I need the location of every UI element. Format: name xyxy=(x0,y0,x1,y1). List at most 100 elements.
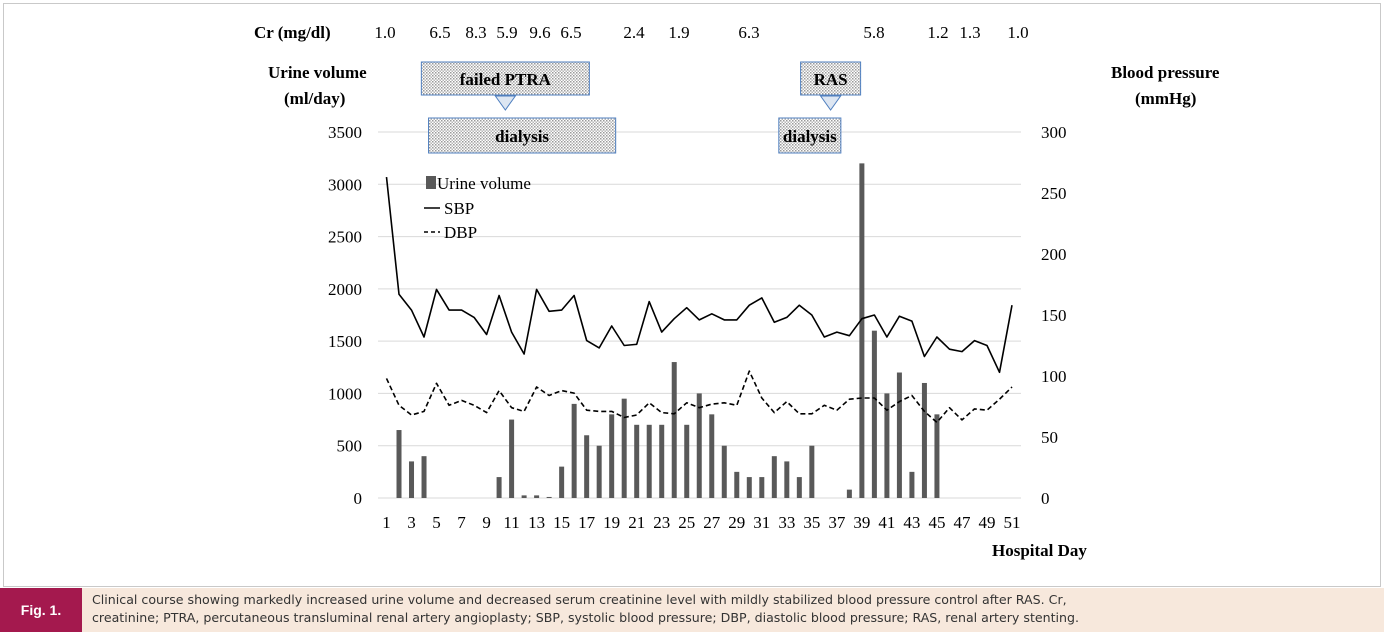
urine-bar-day-33 xyxy=(784,461,789,498)
urine-bar-day-4 xyxy=(422,456,427,498)
urine-bar-day-16 xyxy=(572,404,577,498)
urine-bar-day-38 xyxy=(847,490,852,498)
urine-bar-day-40 xyxy=(872,331,877,498)
y-left-tick-label: 2000 xyxy=(328,280,362,299)
x-tick-label: 33 xyxy=(778,513,795,532)
urine-bar-day-43 xyxy=(909,472,914,498)
urine-bar-day-21 xyxy=(634,425,639,498)
urine-bar-day-20 xyxy=(622,399,627,498)
urine-bar-day-11 xyxy=(509,420,514,498)
y-left-tick-label: 0 xyxy=(354,489,363,508)
x-tick-label: 19 xyxy=(603,513,620,532)
cr-values: 1.0 6.5 8.3 5.9 9.6 6.5 2.4 1.9 6.3 5.8 1.2 1.3 1.0 xyxy=(374,23,1028,42)
x-tick-label: 7 xyxy=(457,513,466,532)
x-tick-label: 13 xyxy=(528,513,545,532)
y-right-tick-label: 0 xyxy=(1041,489,1050,508)
dialysis-label: dialysis xyxy=(783,127,837,146)
cr-value: 2.4 xyxy=(623,23,645,42)
cr-value: 6.3 xyxy=(738,23,759,42)
cr-value: 1.9 xyxy=(668,23,689,42)
urine-bar-day-35 xyxy=(809,446,814,498)
cr-value: 9.6 xyxy=(529,23,550,42)
x-tick-label: 15 xyxy=(553,513,570,532)
urine-bar-day-34 xyxy=(797,477,802,498)
caption-line-1: Clinical course showing markedly increas… xyxy=(92,591,1382,609)
legend-urine-swatch xyxy=(426,176,436,189)
y-left-tick-label: 3500 xyxy=(328,123,362,142)
annotations: failed PTRA RAS dialysis dialysis xyxy=(421,62,860,153)
legend-sbp-label: SBP xyxy=(444,199,474,218)
urine-bar-day-24 xyxy=(672,362,677,498)
y-left-title-line2: (ml/day) xyxy=(284,89,345,108)
legend-dbp-label: DBP xyxy=(444,223,477,242)
y-right-tick-label: 50 xyxy=(1041,428,1058,447)
urine-bar-day-45 xyxy=(934,414,939,498)
y-right-tick-label: 250 xyxy=(1041,184,1067,203)
dialysis-label: dialysis xyxy=(495,127,549,146)
legend-urine-label: Urine volume xyxy=(437,174,531,193)
x-tick-label: 31 xyxy=(753,513,770,532)
x-tick-label: 25 xyxy=(678,513,695,532)
x-tick-label: 47 xyxy=(953,513,971,532)
caption-bar: Fig. 1. Clinical course showing markedly… xyxy=(0,588,1384,632)
cr-value: 6.5 xyxy=(560,23,581,42)
y-left-tick-label: 1000 xyxy=(328,384,362,403)
cr-value: 1.0 xyxy=(374,23,395,42)
x-tick-label: 11 xyxy=(503,513,519,532)
y-right-tick-label: 300 xyxy=(1041,123,1067,142)
urine-bar-day-27 xyxy=(709,414,714,498)
urine-bar-day-12 xyxy=(522,495,527,498)
bp-lines xyxy=(387,177,1013,422)
urine-bar-day-32 xyxy=(772,456,777,498)
sbp-line xyxy=(387,177,1013,372)
chart: failed PTRA RAS dialysis dialysis Cr (mg/dl… xyxy=(0,0,1384,588)
x-tick-label: 41 xyxy=(878,513,895,532)
urine-bar-day-18 xyxy=(597,446,602,498)
caption-text: Clinical course showing markedly increas… xyxy=(92,591,1382,627)
urine-volume-bars xyxy=(397,163,940,498)
cr-value: 1.3 xyxy=(959,23,980,42)
x-axis-title: Hospital Day xyxy=(992,541,1087,560)
x-tick-label: 39 xyxy=(853,513,870,532)
urine-bar-day-39 xyxy=(859,163,864,498)
y-right-title-line2: (mmHg) xyxy=(1135,89,1196,108)
cr-value: 6.5 xyxy=(429,23,450,42)
y-right-tick-label: 200 xyxy=(1041,245,1067,264)
x-tick-label: 3 xyxy=(407,513,416,532)
cr-value: 1.0 xyxy=(1007,23,1028,42)
x-tick-label: 45 xyxy=(928,513,945,532)
urine-bar-day-2 xyxy=(397,430,402,498)
caption-line-2: creatinine; PTRA, percutaneous translumi… xyxy=(92,609,1382,627)
x-tick-label: 43 xyxy=(903,513,920,532)
y-left-tick-label: 500 xyxy=(337,437,363,456)
x-tick-label: 27 xyxy=(703,513,721,532)
cr-value: 5.8 xyxy=(863,23,884,42)
y-right-tick-label: 100 xyxy=(1041,367,1067,386)
y-left-title-line1: Urine volume xyxy=(268,63,367,82)
urine-bar-day-3 xyxy=(409,461,414,498)
cr-value: 1.2 xyxy=(927,23,948,42)
cr-label: Cr (mg/dl) xyxy=(254,23,331,42)
urine-bar-day-42 xyxy=(897,373,902,498)
event-arrow xyxy=(821,96,841,110)
x-tick-label: 29 xyxy=(728,513,745,532)
urine-bar-day-13 xyxy=(534,495,539,498)
urine-bar-day-28 xyxy=(722,446,727,498)
y-left-tick-label: 2500 xyxy=(328,228,362,247)
x-tick-label: 49 xyxy=(978,513,995,532)
urine-bar-day-23 xyxy=(659,425,664,498)
x-tick-label: 17 xyxy=(578,513,596,532)
x-tick-label: 5 xyxy=(432,513,441,532)
figure-label: Fig. 1. xyxy=(0,588,82,632)
x-tick-label: 51 xyxy=(1004,513,1021,532)
urine-bar-day-31 xyxy=(759,477,764,498)
urine-bar-day-30 xyxy=(747,477,752,498)
y-left-tick-label: 3000 xyxy=(328,175,362,194)
urine-bar-day-14 xyxy=(547,497,552,498)
urine-bar-day-10 xyxy=(497,477,502,498)
cr-value: 5.9 xyxy=(496,23,517,42)
x-tick-label: 35 xyxy=(803,513,820,532)
urine-bar-day-29 xyxy=(734,472,739,498)
urine-bar-day-15 xyxy=(559,467,564,498)
event-label: RAS xyxy=(814,70,848,89)
